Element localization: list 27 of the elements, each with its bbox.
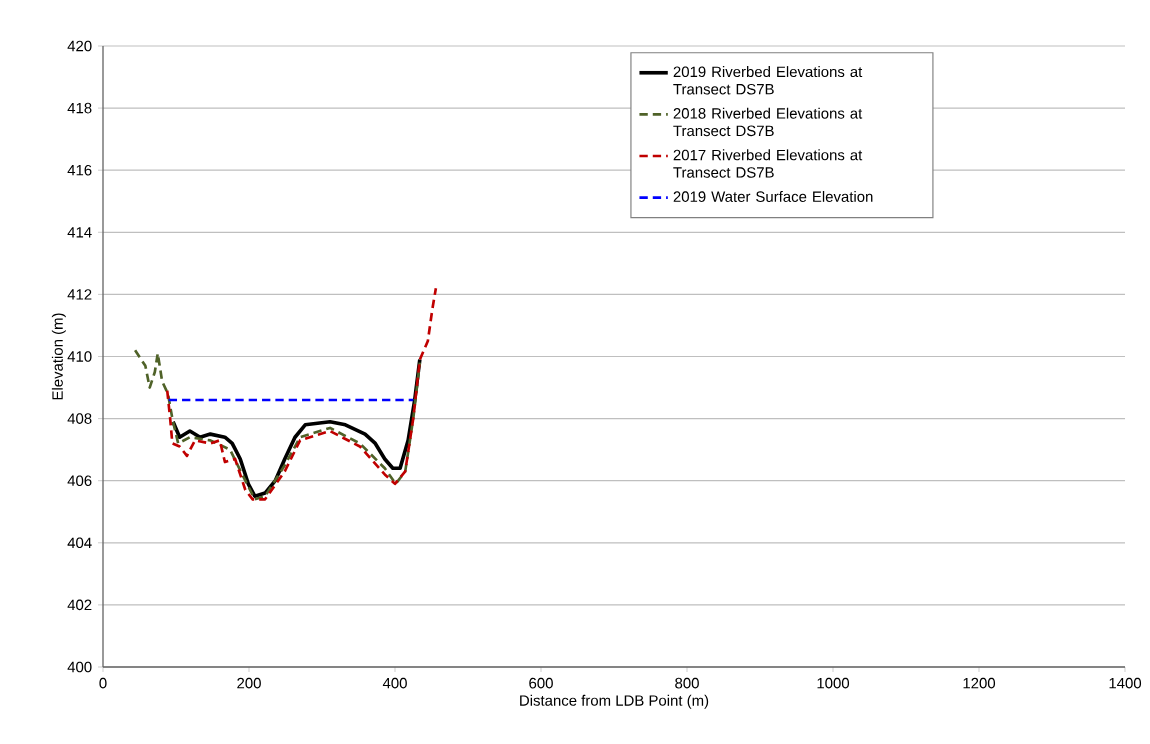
x-tick-label: 400 [382,677,407,689]
y-tick-label: 412 [67,289,92,300]
y-tick-label: 406 [67,475,92,486]
y-tick-label: 416 [67,164,92,176]
y-tick-label: 408 [67,413,92,424]
x-axis-title: Distance from LDB Point (m) [520,694,709,709]
x-tick-label: 600 [529,677,553,689]
x-tick-label: 0 [99,677,107,689]
legend-label: 2017 Riverbed Elevations at Transect DS7B [673,149,863,178]
y-axis-title: Elevation (m) [51,313,66,400]
x-tick-label: 1400 [1109,677,1142,689]
x-tick-label: 1200 [963,677,996,689]
x-tick-label: 1000 [817,677,850,689]
legend-label: 2019 Water Surface Elevation [673,190,873,202]
y-tick-label: 404 [67,537,92,549]
line-series [165,286,438,501]
x-tick-label: 800 [675,677,699,689]
y-tick-label: 400 [67,661,92,673]
y-tick-label: 414 [67,227,92,238]
legend-label: 2018 Riverbed Elevations at Transect DS7B [673,107,863,137]
y-tick-label: 420 [67,40,92,52]
y-tick-label: 418 [67,102,92,114]
line-series [133,348,422,501]
y-tick-label: 402 [67,599,92,611]
legend-label: 2019 Riverbed Elevations at Transect DS7B [673,66,863,95]
x-tick-label: 200 [237,677,261,689]
y-tick-label: 410 [67,351,92,362]
